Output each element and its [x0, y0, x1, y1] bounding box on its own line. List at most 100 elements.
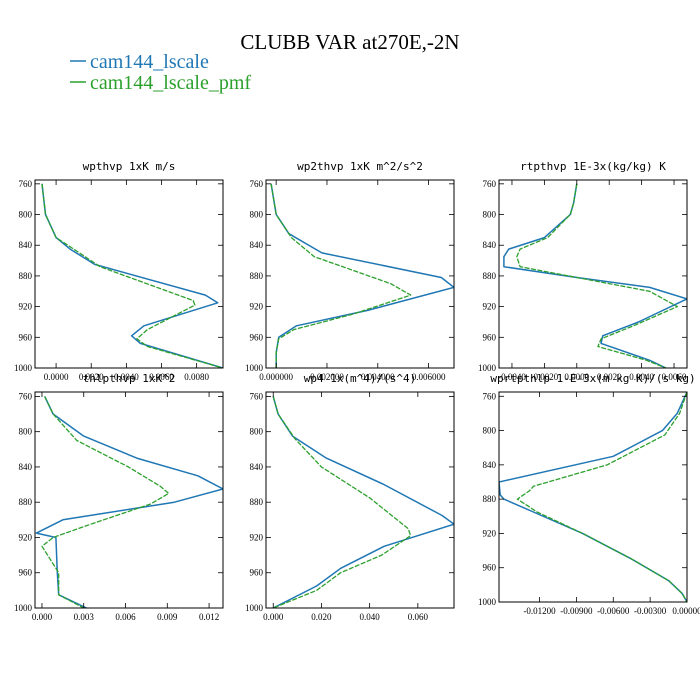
series-line-2 — [272, 396, 412, 608]
y-tick-label: 960 — [483, 563, 497, 573]
chart-panel-4: thlpthvp 1xK^276080084088092096010000.00… — [14, 372, 224, 622]
chart-title: wprtpthlp 1-E-3x(m kg K)/(s kg) — [490, 372, 695, 385]
x-tick-label: -0.0020 — [531, 372, 559, 382]
y-tick-label: 1000 — [478, 597, 497, 607]
plot-frame — [498, 391, 688, 603]
x-tick-label: 0.0000 — [44, 372, 69, 382]
series-line-2 — [41, 183, 223, 368]
x-tick-label: 0.012 — [199, 612, 219, 622]
y-tick-label: 960 — [19, 332, 33, 342]
y-tick-label: 840 — [483, 240, 497, 250]
y-tick-label: 920 — [250, 532, 264, 542]
chart-panel-6: wprtpthlp 1-E-3x(m kg K)/(s kg) 760 800 840… — [478, 372, 700, 616]
y-tick-label: 840 — [19, 240, 33, 250]
chart-title: wpthvp 1xK m/s — [83, 160, 176, 173]
x-tick-label: 0.0080 — [184, 372, 209, 382]
y-tick-label: 960 — [250, 568, 264, 578]
y-tick-label: 840 — [250, 462, 264, 472]
y-tick-label: 880 — [19, 497, 33, 507]
legend-label-2: cam144_lscale_pmf — [90, 72, 251, 94]
chart-panel-5: wp4 1x(m^4)/(s^4)76080084088092096010000… — [245, 372, 455, 622]
y-tick-label: 1000 — [14, 603, 33, 613]
x-tick-label: 0.0000 — [564, 372, 589, 382]
y-tick-label: 800 — [19, 210, 33, 220]
x-tick-label: 0.0060 — [662, 372, 687, 382]
x-tick-label: 0.000000 — [259, 372, 293, 382]
plot-frame — [34, 391, 224, 609]
x-tick-label: 0.020 — [311, 612, 332, 622]
y-tick-label: 880 — [483, 494, 497, 504]
x-tick-label: 0.0060 — [149, 372, 174, 382]
y-tick-label: 880 — [483, 271, 497, 281]
series-line-2 — [270, 183, 412, 368]
legend-entry-1: cam144_lscale — [70, 51, 209, 73]
chart-panel-1: wpthvp 1xK m/s 760 800 840 880 920 960 1000 0.00… — [14, 160, 224, 382]
x-tick-label: 0.009 — [157, 612, 178, 622]
legend-entry-2: cam144_lscale_pmf — [70, 72, 251, 94]
y-tick-label: 840 — [250, 240, 264, 250]
plot-frame — [34, 179, 224, 369]
x-tick-label: 0.003 — [74, 612, 95, 622]
x-tick-label: 0.0020 — [597, 372, 622, 382]
y-tick-label: 800 — [483, 426, 497, 436]
y-tick-label: 1000 — [14, 363, 33, 373]
y-tick-label: 760 — [250, 179, 264, 189]
series-line-1 — [35, 396, 223, 608]
y-tick-label: 800 — [250, 210, 264, 220]
y-tick-label: 800 — [483, 210, 497, 220]
y-tick-label: 880 — [19, 271, 33, 281]
y-tick-label: 920 — [250, 302, 264, 312]
x-tick-label: 0.004000 — [361, 372, 395, 382]
y-tick-label: 920 — [19, 532, 33, 542]
x-tick-label: -0.00600 — [597, 606, 630, 616]
x-tick-label: 0.006000 — [412, 372, 446, 382]
y-tick-label: 1000 — [245, 603, 264, 613]
series-line-1 — [499, 392, 687, 602]
legend-label-1: cam144_lscale — [90, 51, 209, 73]
x-tick-label: 0.060 — [408, 612, 429, 622]
y-tick-label: 760 — [19, 391, 33, 401]
y-tick-label: 840 — [19, 462, 33, 472]
figure-title: CLUBB VAR at270E,-2N — [240, 30, 459, 54]
y-tick-label: 920 — [19, 302, 33, 312]
y-tick-label: 1000 — [245, 363, 264, 373]
chart-title: thlpthvp 1xK^2 — [83, 372, 176, 385]
x-tick-label: 0.000 — [263, 612, 284, 622]
y-tick-label: 760 — [483, 179, 497, 189]
series-line-2 — [516, 392, 687, 602]
y-tick-label: 960 — [483, 332, 497, 342]
plot-frame — [498, 179, 688, 369]
y-tick-label: 840 — [483, 460, 497, 470]
x-tick-label: -0.01200 — [523, 606, 556, 616]
chart-title: rtpthvp 1E-3x(kg/kg) K — [520, 160, 666, 173]
series-line-1 — [503, 183, 687, 368]
chart-panel-2: wp2thvp 1xK m^2/s^2 760 800 840 880 920 960 100… — [245, 160, 455, 382]
y-tick-label: 760 — [483, 391, 497, 401]
x-tick-label: 0.000 — [32, 612, 53, 622]
x-tick-label: -0.00300 — [634, 606, 667, 616]
series-line-2 — [516, 183, 678, 368]
chart-panel-3: rtpthvp 1E-3x(kg/kg) K 760 800 840 880 920 960… — [478, 160, 688, 382]
plot-frame — [265, 179, 455, 369]
y-tick-label: 880 — [250, 497, 264, 507]
x-tick-label: -0.00900 — [560, 606, 593, 616]
y-tick-label: 960 — [250, 332, 264, 342]
legend: cam144_lscale cam144_lscale_pmf — [70, 51, 251, 94]
series-line-2 — [41, 396, 170, 608]
x-tick-label: 0.0040 — [114, 372, 139, 382]
chart-title: wp4 1x(m^4)/(s^4) — [304, 372, 417, 385]
y-tick-label: 920 — [483, 528, 497, 538]
x-tick-label: 0.006 — [115, 612, 136, 622]
panels: wpthvp 1xK m/s76080084088092096010000.00… — [14, 160, 700, 622]
y-tick-label: 800 — [250, 427, 264, 437]
y-tick-label: 1000 — [478, 363, 497, 373]
y-tick-label: 960 — [19, 568, 33, 578]
x-tick-label: 0.0020 — [79, 372, 104, 382]
series-line-1 — [41, 183, 223, 368]
y-tick-label: 920 — [483, 302, 497, 312]
x-tick-label: -0.0040 — [498, 372, 526, 382]
y-tick-label: 760 — [19, 179, 33, 189]
chart-title: wp2thvp 1xK m^2/s^2 — [297, 160, 423, 173]
x-tick-label: 0.040 — [360, 612, 381, 622]
